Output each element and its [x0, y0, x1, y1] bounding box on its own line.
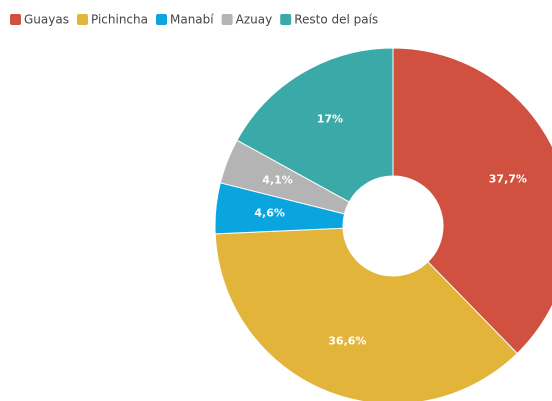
pie-slice	[236, 47, 394, 203]
legend-swatch	[280, 14, 292, 25]
data-label: 36,6%	[328, 334, 366, 347]
legend-label: Pichincha	[91, 13, 148, 27]
legend-swatch	[155, 14, 167, 25]
legend-swatch	[221, 14, 233, 25]
data-label: 4,1%	[262, 174, 293, 187]
data-label: 4,6%	[254, 207, 285, 220]
data-label: 17%	[317, 112, 343, 125]
legend-label: Azuay	[236, 13, 273, 27]
legend-swatch	[76, 14, 88, 25]
data-label: 37,7%	[489, 172, 527, 185]
legend-label: Guayas	[24, 13, 69, 27]
legend-label: Resto del país	[294, 13, 378, 27]
pie-slice	[392, 47, 552, 355]
legend-label: Manabí	[170, 13, 214, 27]
legend-swatch	[10, 14, 21, 25]
